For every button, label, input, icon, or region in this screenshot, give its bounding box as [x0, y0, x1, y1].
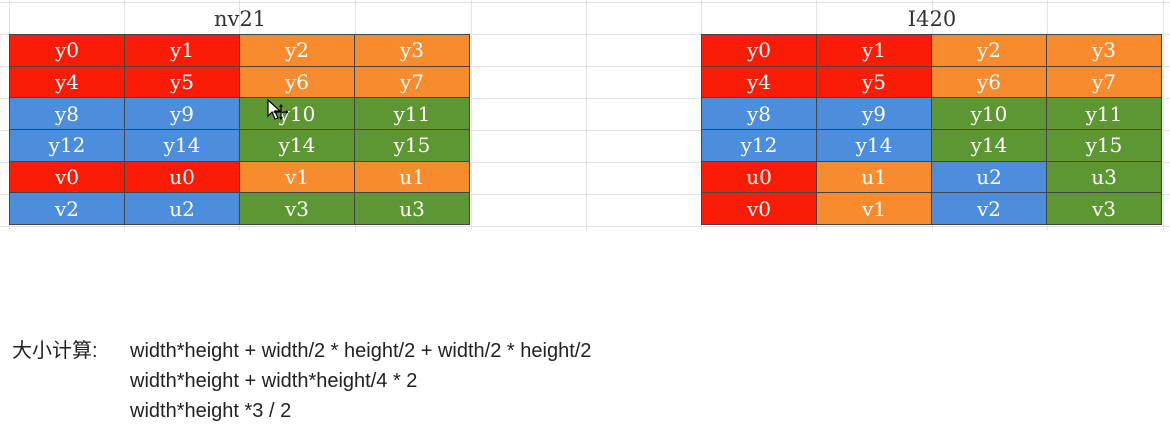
i420-cell[interactable]: y10 [932, 98, 1047, 131]
nv21-cell[interactable]: y9 [125, 98, 240, 131]
nv21-cell[interactable]: y7 [355, 66, 470, 99]
i420-cell[interactable]: y15 [1047, 130, 1162, 162]
nv21-cell[interactable]: y4 [10, 66, 125, 99]
i420-cell[interactable]: y7 [1047, 66, 1162, 99]
nv21-table: y0 y1 y2 y3 y4 y5 y6 y7 y8 y9 y10 y11 y12 y14 y14 y15 v0… [9, 34, 470, 226]
i420-cell[interactable]: y8 [702, 98, 817, 131]
nv21-title: nv21 [213, 7, 267, 31]
formula-line-1: 大小计算: width*height + width/2 * height/2 +… [12, 336, 591, 366]
i420-cell[interactable]: y0 [702, 35, 817, 67]
formula-line-3: width*height *3 / 2 [12, 396, 591, 426]
i420-cell[interactable]: y4 [702, 66, 817, 99]
i420-table: y0 y1 y2 y3 y4 y5 y6 y7 y8 y9 y10 y11 y12 y14 y14 y15 u0… [701, 34, 1162, 226]
nv21-cell[interactable]: y12 [10, 130, 125, 162]
i420-cell[interactable]: u3 [1047, 161, 1162, 194]
i420-cell[interactable]: v2 [932, 193, 1047, 226]
i420-cell[interactable]: y14 [932, 130, 1047, 162]
nv21-cell[interactable]: v0 [10, 161, 125, 194]
i420-cell[interactable]: u0 [702, 161, 817, 194]
i420-cell[interactable]: y12 [702, 130, 817, 162]
nv21-cell[interactable]: y14 [125, 130, 240, 162]
formula-text-1: width*height + width/2 * height/2 + widt… [130, 340, 592, 362]
i420-cell[interactable]: u2 [932, 161, 1047, 194]
nv21-cell[interactable]: v1 [240, 161, 355, 194]
nv21-cell[interactable]: y2 [240, 35, 355, 67]
formula-text-2: width*height + width*height/4 * 2 [130, 370, 418, 392]
nv21-cell[interactable]: y15 [355, 130, 470, 162]
size-formula: 大小计算: width*height + width/2 * height/2 +… [12, 336, 591, 426]
nv21-cell[interactable]: u3 [355, 193, 470, 226]
nv21-cell[interactable]: y11 [355, 98, 470, 131]
i420-cell[interactable]: y6 [932, 66, 1047, 99]
i420-cell[interactable]: y2 [932, 35, 1047, 67]
i420-cell[interactable]: y5 [817, 66, 932, 99]
nv21-cell[interactable]: y14 [240, 130, 355, 162]
nv21-cell[interactable]: y5 [125, 66, 240, 99]
nv21-cell[interactable]: v2 [10, 193, 125, 226]
i420-cell[interactable]: y1 [817, 35, 932, 67]
i420-cell[interactable]: u1 [817, 161, 932, 194]
formula-text-3: width*height *3 / 2 [130, 400, 292, 422]
nv21-cell[interactable]: y3 [355, 35, 470, 67]
move-cursor-icon [267, 98, 288, 120]
formula-line-2: width*height + width*height/4 * 2 [12, 366, 591, 396]
i420-title: I420 [907, 7, 957, 31]
nv21-cell[interactable]: y8 [10, 98, 125, 131]
formula-label: 大小计算: [12, 340, 98, 362]
nv21-cell[interactable]: v3 [240, 193, 355, 226]
i420-cell[interactable]: v3 [1047, 193, 1162, 226]
i420-cell[interactable]: y3 [1047, 35, 1162, 67]
nv21-cell[interactable]: u0 [125, 161, 240, 194]
nv21-cell[interactable]: u1 [355, 161, 470, 194]
i420-cell[interactable]: y9 [817, 98, 932, 131]
nv21-cell[interactable]: y6 [240, 66, 355, 99]
nv21-cell[interactable]: y1 [125, 35, 240, 67]
nv21-cell[interactable]: y0 [10, 35, 125, 67]
i420-cell[interactable]: v0 [702, 193, 817, 226]
nv21-cell[interactable]: y10 [240, 98, 355, 131]
i420-cell[interactable]: v1 [817, 193, 932, 226]
i420-cell[interactable]: y11 [1047, 98, 1162, 131]
i420-cell[interactable]: y14 [817, 130, 932, 162]
nv21-cell[interactable]: u2 [125, 193, 240, 226]
